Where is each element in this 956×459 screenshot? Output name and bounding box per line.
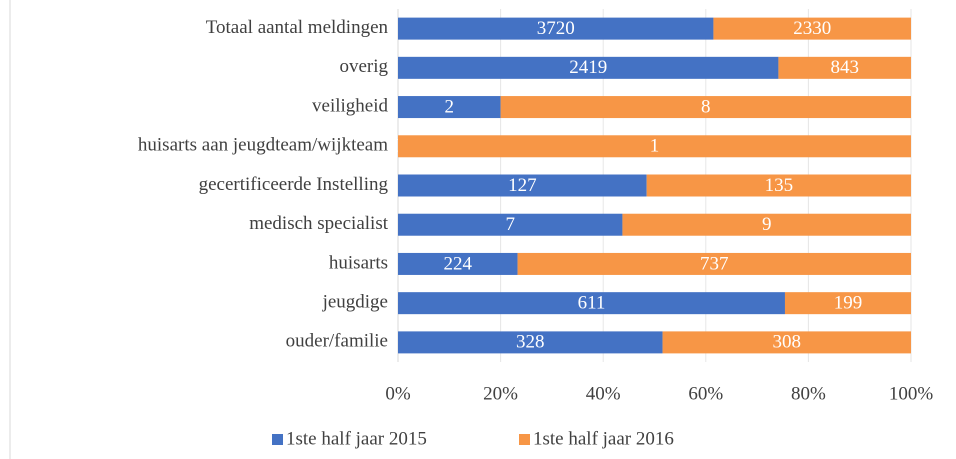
- data-label: 224: [444, 253, 473, 274]
- data-label: 611: [578, 293, 606, 314]
- y-tick-label: huisarts aan jeugdteam/wijkteam: [138, 135, 388, 156]
- y-tick-label: medisch specialist: [249, 213, 388, 234]
- bar-segment: [398, 292, 785, 315]
- x-tick-label: 0%: [385, 383, 411, 404]
- bar-segment: [778, 56, 911, 79]
- bar-segment: [662, 331, 911, 354]
- y-tick-label: gecertificeerde Instelling: [199, 174, 389, 195]
- y-tick-label: Totaal aantal meldingen: [206, 17, 389, 38]
- bar-segment: [784, 292, 911, 315]
- y-tick-label: veiligheid: [312, 95, 388, 116]
- legend-label: 1ste half jaar 2015: [286, 428, 427, 449]
- y-tick-label: jeugdige: [322, 292, 388, 313]
- x-tick-label: 40%: [586, 383, 621, 404]
- x-tick-label: 80%: [791, 383, 826, 404]
- data-label: 7: [505, 214, 515, 235]
- data-label: 3720: [537, 18, 575, 39]
- data-label: 127: [508, 175, 537, 196]
- bar-segment: [398, 96, 501, 119]
- y-tick-label: ouder/familie: [286, 331, 388, 352]
- bar-segment: [398, 252, 518, 275]
- y-tick-label: huisarts: [329, 252, 388, 273]
- data-label: 199: [834, 293, 863, 314]
- data-label: 9: [762, 214, 772, 235]
- data-label: 2330: [793, 18, 831, 39]
- x-tick-label: 60%: [688, 383, 723, 404]
- bar-segment: [398, 213, 623, 236]
- legend-swatch: [272, 434, 283, 445]
- bar-segment: [398, 135, 911, 158]
- legend-label: 1ste half jaar 2016: [533, 428, 674, 449]
- data-label: 8: [701, 96, 711, 117]
- data-label: 843: [830, 57, 859, 78]
- bar-segment: [398, 174, 647, 197]
- data-label: 328: [516, 332, 545, 353]
- x-tick-label: 100%: [889, 383, 934, 404]
- bar-segment: [398, 56, 779, 79]
- data-label: 308: [773, 332, 802, 353]
- data-label: 1: [650, 136, 660, 157]
- data-label: 737: [700, 253, 729, 274]
- data-label: 2419: [569, 57, 607, 78]
- data-label: 2: [445, 96, 455, 117]
- bar-segment: [500, 96, 911, 119]
- legend-swatch: [519, 434, 530, 445]
- bar-segment: [398, 17, 714, 40]
- bar-segment: [646, 174, 911, 197]
- y-tick-label: overig: [339, 56, 388, 77]
- bar-segment: [398, 331, 663, 354]
- bar-segment: [713, 17, 911, 40]
- bar-segment: [622, 213, 911, 236]
- data-label: 135: [765, 175, 794, 196]
- x-tick-label: 20%: [483, 383, 518, 404]
- bar-segment: [517, 252, 911, 275]
